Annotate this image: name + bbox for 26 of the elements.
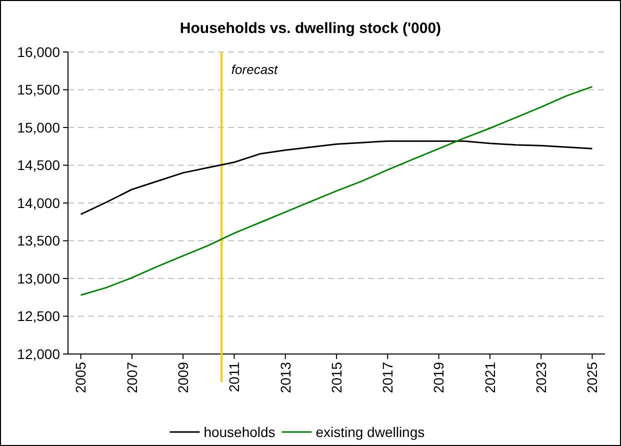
x-tick-label: 2011 [226,362,242,392]
x-tick-label: 2009 [174,362,191,394]
ref-line-label: forecast [231,62,280,77]
x-tick-label: 2007 [124,362,140,394]
y-tick-label: 13,500 [17,232,60,249]
x-tick-label: 2023 [532,362,549,394]
y-tick-label: 15,500 [17,82,60,98]
y-tick-label: 12,000 [17,346,60,362]
x-tick-label: 2017 [380,362,396,394]
line-series [80,86,593,296]
y-tick-label: 14,500 [17,157,60,174]
x-tick-label: 2005 [72,362,89,394]
line-series [80,140,593,216]
chart-title: Households vs. dwelling stock ('000) [180,20,442,37]
x-tick-label: 2013 [277,362,294,394]
y-tick-label: 13,000 [17,270,60,286]
x-tick-label: 2019 [430,362,447,394]
y-tick-label: 12,500 [17,308,60,324]
y-tick-label: 15,000 [17,119,60,136]
y-tick-label: 14,000 [17,194,60,211]
x-tick-label: 2025 [584,362,600,394]
legend-label: existing dwellings [316,424,425,440]
y-tick-label: 16,000 [17,44,60,60]
x-tick-label: 2015 [328,362,344,394]
legend-label: households [204,424,276,440]
x-tick-label: 2021 [482,362,498,394]
